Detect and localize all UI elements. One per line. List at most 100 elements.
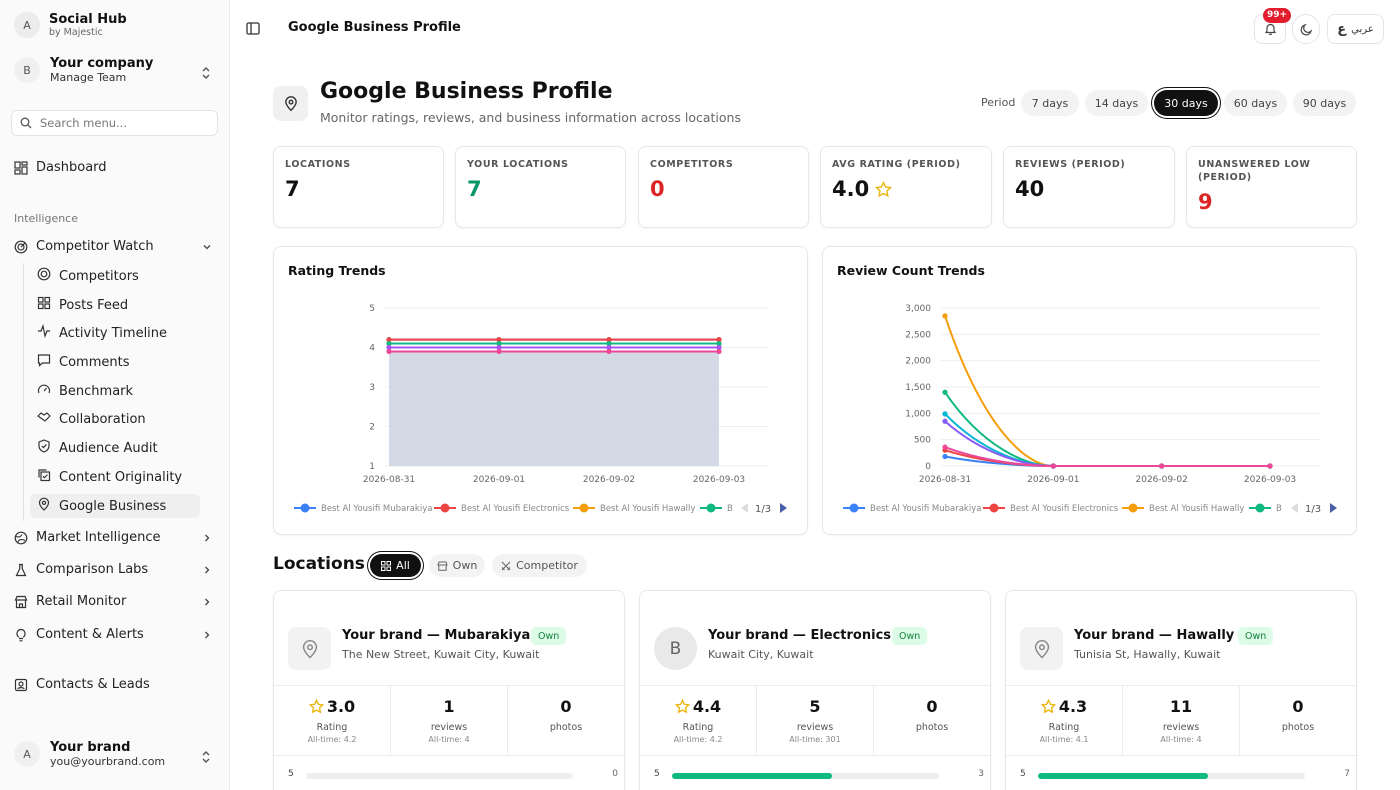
nav-label: Retail Monitor <box>36 594 127 609</box>
legend-label[interactable]: Best Al Yousifi Mubarakiya <box>321 504 432 514</box>
sub-competitors[interactable]: Competitors <box>30 264 200 288</box>
period-14-days[interactable]: 14 days <box>1085 90 1148 116</box>
stat-value: 4.0 <box>832 177 870 201</box>
period-7-days[interactable]: 7 days <box>1021 90 1079 116</box>
period-60-days[interactable]: 60 days <box>1224 90 1287 116</box>
sub-comments[interactable]: Comments <box>30 350 200 374</box>
globe-icon <box>14 531 28 545</box>
legend-prev-icon[interactable] <box>741 503 748 513</box>
legend-prev-icon[interactable] <box>1291 503 1298 513</box>
sub-posts-feed[interactable]: Posts Feed <box>30 293 200 317</box>
reviews-value: 11 <box>1169 697 1193 716</box>
user-menu[interactable]: A Your brand you@yourbrand.com <box>14 740 220 768</box>
company-avatar: B <box>14 57 40 83</box>
filter-all[interactable]: All <box>370 554 421 577</box>
data-point <box>942 444 948 450</box>
legend-page: 1/3 <box>1305 504 1321 515</box>
filter-label: Competitor <box>516 559 578 572</box>
nav-market-intelligence[interactable]: Market Intelligence <box>14 530 230 545</box>
reviews-value: 1 <box>443 697 455 716</box>
radar-icon <box>14 240 28 254</box>
data-point <box>716 340 722 347</box>
language-label: عربي <box>1351 23 1374 35</box>
nav-content-alerts[interactable]: Content & Alerts <box>14 627 230 642</box>
location-avatar <box>1020 627 1063 670</box>
sub-label: Benchmark <box>59 383 134 399</box>
company-name: Your company <box>50 56 154 71</box>
distribution-fill <box>1038 773 1208 779</box>
sub-activity-timeline[interactable]: Activity Timeline <box>30 321 200 345</box>
header-icon-box <box>273 86 308 121</box>
nav-comparison-labs[interactable]: Comparison Labs <box>14 562 230 577</box>
legend-label[interactable]: Best Al Yousifi Electronics <box>461 504 570 514</box>
legend-label[interactable]: B <box>727 504 733 514</box>
sub-label: Posts Feed <box>59 297 129 313</box>
legend-marker <box>706 503 716 513</box>
nav-retail-monitor[interactable]: Retail Monitor <box>14 594 230 609</box>
star-icon <box>1040 699 1056 714</box>
handshake-icon <box>37 410 51 428</box>
sub-benchmark[interactable]: Benchmark <box>30 379 200 403</box>
location-card[interactable]: B Your brand — Electronics Own Kuwait City,… <box>639 590 991 790</box>
language-glyph-icon: ع <box>1337 21 1347 37</box>
divider <box>640 755 990 756</box>
sidebar-toggle-icon[interactable] <box>246 22 260 35</box>
sub-google-business[interactable]: Google Business <box>30 494 200 518</box>
filter-competitor[interactable]: Competitor <box>492 554 587 577</box>
copy-check-icon <box>37 468 51 486</box>
language-button[interactable]: ع عربي <box>1327 14 1384 44</box>
notification-badge: 99+ <box>1263 8 1292 23</box>
sub-content-originality[interactable]: Content Originality <box>30 465 200 489</box>
divider <box>1006 685 1356 686</box>
legend-label[interactable]: Best Al Yousifi Mubarakiya <box>870 504 981 514</box>
sub-collaboration[interactable]: Collaboration <box>30 407 200 431</box>
sub-audience-audit[interactable]: Audience Audit <box>30 436 200 460</box>
legend-next-icon[interactable] <box>780 503 787 513</box>
divider <box>1006 755 1356 756</box>
map-pin-icon <box>1034 639 1049 659</box>
star-icon <box>674 699 690 714</box>
rating-label: Rating <box>682 722 714 733</box>
submenu-line <box>23 263 24 521</box>
filter-own[interactable]: Own <box>429 554 485 577</box>
rating-label: Rating <box>1048 722 1080 733</box>
photos-label: photos <box>915 722 949 733</box>
search-icon <box>20 117 32 129</box>
company-switcher[interactable]: B Your company Manage Team <box>14 56 220 84</box>
photos-value: 0 <box>926 697 938 716</box>
brand-avatar: A <box>14 12 40 38</box>
y-tick-label: 3 <box>369 383 375 393</box>
legend-next-icon[interactable] <box>1330 503 1337 513</box>
filter-label: All <box>396 559 410 572</box>
legend-label[interactable]: Best Al Yousifi Hawally <box>1149 504 1244 514</box>
period-30-days[interactable]: 30 days <box>1154 90 1218 116</box>
nav-dashboard[interactable]: Dashboard <box>14 160 244 175</box>
data-point <box>942 453 948 460</box>
filter-label: Own <box>452 559 478 572</box>
nav-contacts-leads[interactable]: Contacts & Leads <box>14 677 244 692</box>
legend-label[interactable]: Best Al Yousifi Electronics <box>1010 504 1119 514</box>
y-tick-label: 0 <box>925 462 931 472</box>
store-icon <box>436 561 448 571</box>
search-menu[interactable] <box>11 110 218 136</box>
reviews-label: reviews <box>796 722 834 733</box>
y-tick-label: 500 <box>914 436 931 446</box>
period-90-days[interactable]: 90 days <box>1293 90 1356 116</box>
brand-header[interactable]: A Social Hub by Majestic <box>14 12 127 38</box>
chart-title: Rating Trends <box>288 263 386 278</box>
location-card[interactable]: Your brand — Mubarakiya Own The New Street… <box>273 590 625 790</box>
nav-competitor-watch[interactable]: Competitor Watch <box>14 239 230 254</box>
main-content: Google Business Profile 99+ ع عربي Googl… <box>230 0 1400 790</box>
theme-toggle-button[interactable] <box>1292 14 1320 44</box>
user-avatar: A <box>14 741 40 767</box>
legend-label[interactable]: B <box>1276 504 1282 514</box>
search-input[interactable] <box>40 116 200 130</box>
area-fill <box>389 351 719 466</box>
legend-label[interactable]: Best Al Yousifi Hawally <box>600 504 695 514</box>
rating-alltime: All-time: 4.2 <box>673 735 723 744</box>
rating-alltime: All-time: 4.2 <box>307 735 357 744</box>
metric-rating: 3.0 Rating All-time: 4.2 <box>274 685 390 755</box>
location-card[interactable]: Your brand — Hawally Own Tunisia St, Hawal… <box>1005 590 1357 790</box>
data-point <box>606 337 612 343</box>
